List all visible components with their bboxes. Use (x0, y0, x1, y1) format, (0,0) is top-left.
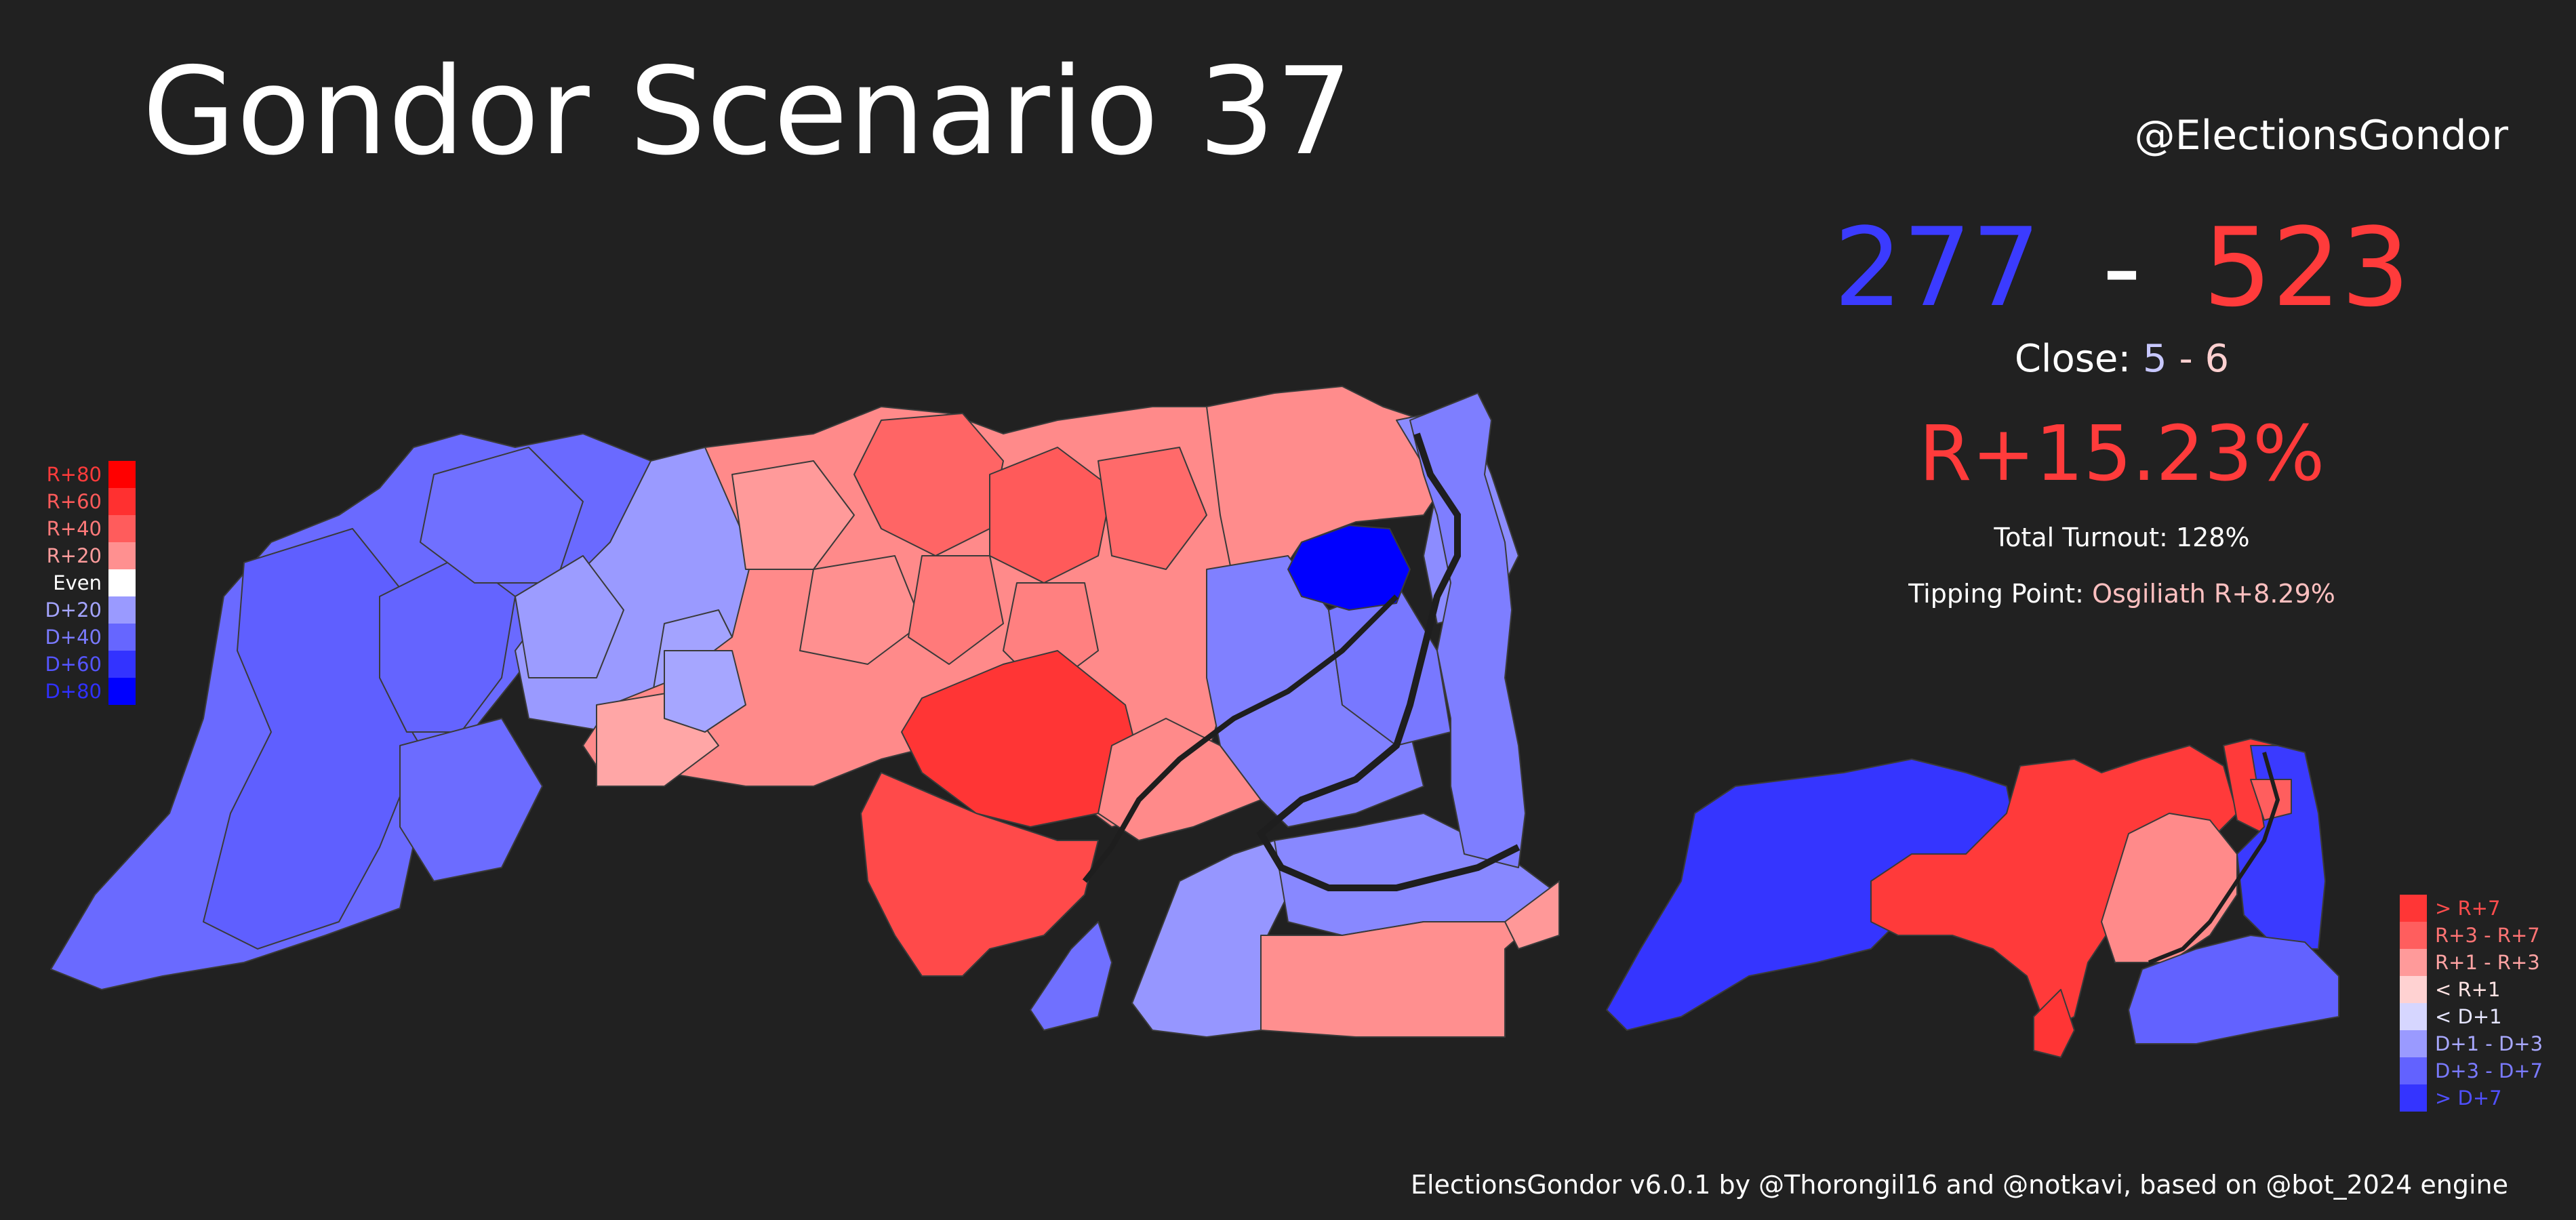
legend-label: R+1 - R+3 (2435, 951, 2540, 974)
legend-swatch (108, 624, 136, 651)
legend-swatch (108, 461, 136, 488)
legend-label: > R+7 (2435, 897, 2501, 920)
legend-item: R+40 (41, 515, 136, 542)
inset-river (2148, 752, 2280, 964)
inset-region[interactable] (2128, 935, 2339, 1044)
legend-swatch (2400, 1030, 2427, 1057)
score-dash: - (2102, 204, 2141, 331)
legend-swatch (108, 515, 136, 542)
twitter-handle: @ElectionsGondor (2134, 112, 2508, 159)
close-dash: - (2179, 337, 2193, 381)
map-region[interactable] (664, 650, 746, 733)
legend-item: < R+1 (2400, 976, 2500, 1003)
close-label: Close: (2014, 337, 2131, 381)
map-region[interactable] (1287, 525, 1411, 611)
river (1256, 432, 1521, 891)
legend-label: R+20 (46, 544, 102, 567)
legend-item: < D+1 (2400, 1003, 2502, 1030)
legend-swatch (108, 488, 136, 515)
legend-label: > D+7 (2435, 1086, 2502, 1110)
legend-item: R+1 - R+3 (2400, 949, 2540, 976)
legend-swatch (108, 596, 136, 624)
rep-electoral-votes: 523 (2202, 204, 2411, 331)
legend-label: D+40 (45, 626, 102, 649)
legend-label: D+3 - D+7 (2435, 1059, 2543, 1082)
tipping-label: Tipping Point: (1908, 579, 2084, 609)
legend-swatch (2400, 1003, 2427, 1030)
close-races: Close: 5 - 6 (1681, 332, 2562, 386)
legend-item: D+60 (41, 651, 136, 678)
legend-swatch (108, 678, 136, 705)
legend-item: > R+7 (2400, 895, 2500, 922)
footer-credits: ElectionsGondor v6.0.1 by @Thorongil16 a… (1410, 1170, 2508, 1200)
tipping-value: Osgiliath R+8.29% (2092, 579, 2335, 609)
dem-electoral-votes: 277 (1833, 204, 2041, 331)
map-region[interactable] (860, 772, 1099, 977)
river (1082, 594, 1398, 883)
legend-swatch (2400, 949, 2427, 976)
popular-vote-margin: R+15.23% (1918, 410, 2325, 498)
map-region[interactable] (1098, 447, 1207, 570)
legend-swatch (2400, 895, 2427, 922)
legend-label: D+80 (45, 680, 102, 703)
legend-item: R+3 - R+7 (2400, 922, 2540, 949)
legend-swatch (108, 542, 136, 569)
inset-region[interactable] (2033, 989, 2075, 1058)
inset-region[interactable] (2250, 779, 2292, 821)
legend-swatch (2400, 976, 2427, 1003)
legend-item: R+80 (41, 461, 136, 488)
legend-swatch (2400, 922, 2427, 949)
legend-label: R+3 - R+7 (2435, 924, 2540, 947)
map-region[interactable] (799, 555, 923, 665)
legend-item: Even (41, 569, 136, 596)
legend-label: Even (53, 571, 102, 594)
legend-item: R+60 (41, 488, 136, 515)
map-title: Gondor Scenario 37 (142, 41, 1354, 182)
legend-label: D+20 (45, 598, 102, 622)
map-region[interactable] (853, 413, 1004, 556)
close-dem-count: 5 (2143, 337, 2167, 381)
legend-label: R+80 (46, 463, 102, 486)
legend-label: < R+1 (2435, 978, 2501, 1001)
legend-label: < D+1 (2435, 1005, 2502, 1028)
legend-item: D+40 (41, 624, 136, 651)
map-region[interactable] (731, 460, 855, 570)
total-turnout: Total Turnout: 128% (1994, 523, 2250, 552)
electoral-score: 277 - 523 (1681, 207, 2562, 329)
legend-item: D+3 - D+7 (2400, 1057, 2543, 1084)
legend-item: D+20 (41, 596, 136, 624)
tipping-point: Tipping Point: Osgiliath R+8.29% (1681, 575, 2562, 613)
legend-label: R+40 (46, 517, 102, 540)
legend-item: R+20 (41, 542, 136, 569)
map-region[interactable] (908, 555, 1004, 665)
legend-item: > D+7 (2400, 1084, 2502, 1112)
legend-swatch (108, 651, 136, 678)
legend-swatch (108, 569, 136, 596)
legend-label: D+60 (45, 653, 102, 676)
inset-region[interactable] (1606, 758, 2021, 1031)
legend-swatch (2400, 1084, 2427, 1112)
map-region[interactable] (1098, 718, 1262, 841)
legend-swatch (2400, 1057, 2427, 1084)
map-region[interactable] (1504, 880, 1560, 950)
legend-label: R+60 (46, 490, 102, 513)
legend-item: D+80 (41, 678, 136, 705)
legend-item: D+1 - D+3 (2400, 1030, 2543, 1057)
map-region[interactable] (515, 555, 624, 678)
close-rep-count: 6 (2205, 337, 2230, 381)
legend-label: D+1 - D+3 (2435, 1032, 2543, 1055)
map-region[interactable] (399, 718, 543, 882)
map-region[interactable] (1030, 921, 1112, 1031)
inset-region[interactable] (2101, 813, 2238, 963)
